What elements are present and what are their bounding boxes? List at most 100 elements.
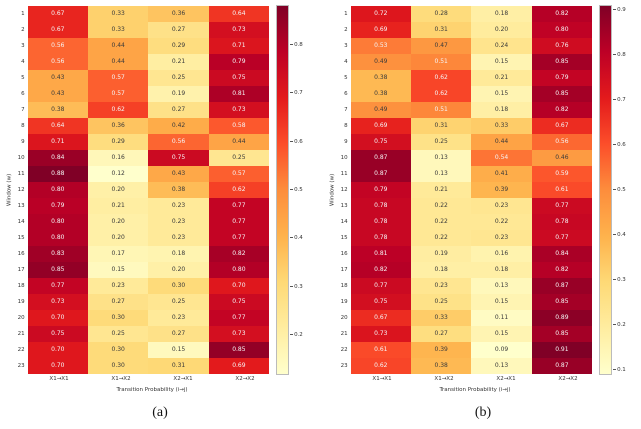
- heatmap-cell: 0.24: [471, 38, 532, 54]
- heatmap-cell: 0.18: [471, 102, 532, 118]
- heatmap-cell: 0.38: [350, 70, 411, 86]
- x-tick-label: X2→X1: [496, 376, 516, 382]
- heatmap-cell: 0.70: [27, 310, 88, 326]
- heatmap-cell: 0.23: [148, 310, 209, 326]
- y-tick-label: 5: [344, 75, 348, 81]
- y-tick-label: 21: [340, 331, 348, 337]
- heatmap-cell: 0.42: [148, 118, 209, 134]
- heatmap-cell: 0.23: [471, 198, 532, 214]
- heatmap-cell: 0.20: [88, 182, 149, 198]
- y-axis-label: Window (w): [329, 173, 336, 207]
- x-axis-label: Transition Probability (i→j): [116, 387, 188, 393]
- heatmap-cell: 0.27: [148, 22, 209, 38]
- y-tick-label: 17: [17, 267, 25, 273]
- x-tick-labels: X1→X1 X1→X2 X2→X1 X2→X2: [28, 376, 276, 385]
- heatmap-cell: 0.56: [27, 38, 88, 54]
- y-tick-label: 5: [21, 75, 25, 81]
- heatmap-cell: 0.15: [471, 294, 532, 310]
- heatmap-cell: 0.81: [350, 246, 411, 262]
- x-tick-label: X2→X2: [558, 376, 578, 382]
- heatmap-cell: 0.25: [148, 294, 209, 310]
- heatmap-cell: 0.15: [471, 54, 532, 70]
- colorbar-tick-label: 0.9: [613, 7, 626, 13]
- heatmap-cell: 0.76: [531, 38, 593, 54]
- heatmap-cell: 0.18: [411, 262, 472, 278]
- heatmap-cell: 0.77: [531, 230, 593, 246]
- heatmap-cell: 0.51: [411, 102, 472, 118]
- heatmap-cell: 0.33: [88, 6, 149, 22]
- heatmap-cell: 0.75: [27, 326, 88, 342]
- colorbar-tick-label: 0.2: [290, 332, 303, 338]
- heatmap-cell: 0.16: [88, 150, 149, 166]
- y-tick-label: 22: [340, 347, 348, 353]
- heatmap-cell: 0.30: [88, 342, 149, 358]
- heatmap-cell: 0.25: [411, 294, 472, 310]
- heatmap-cell: 0.67: [27, 6, 88, 22]
- heatmap-cell: 0.15: [471, 86, 532, 102]
- heatmap-cell: 0.64: [208, 6, 270, 22]
- heatmap-cell: 0.77: [208, 310, 270, 326]
- colorbar-tick-label: 0.8: [290, 42, 303, 48]
- heatmap-cell: 0.18: [471, 6, 532, 22]
- heatmap-panel-b: Window (w) 1 2 3 4 5 6 7 8 9 10 11 12 13 14 15 16 17 18 19…: [327, 5, 639, 421]
- colorbar: 0.8 0.7 0.6 0.5 0.4 0.3 0.2: [276, 5, 316, 375]
- heatmap-cell: 0.54: [471, 150, 532, 166]
- y-tick-label: 1: [21, 11, 25, 17]
- y-tick-label: 22: [17, 347, 25, 353]
- heatmap-cell: 0.43: [27, 86, 88, 102]
- heatmap-cell: 0.23: [148, 214, 209, 230]
- y-tick-label: 14: [340, 219, 348, 225]
- heatmap-cell: 0.85: [27, 262, 88, 278]
- heatmap-cell: 0.87: [531, 358, 593, 374]
- heatmap-cell: 0.25: [208, 150, 270, 166]
- heatmap-cell: 0.22: [411, 214, 472, 230]
- heatmap-cell: 0.80: [27, 214, 88, 230]
- heatmap-cell: 0.27: [88, 294, 149, 310]
- heatmap-cell: 0.69: [208, 358, 270, 374]
- heatmap-cell: 0.61: [531, 182, 593, 198]
- x-tick-label: X2→X2: [235, 376, 255, 382]
- heatmap-cell: 0.36: [148, 6, 209, 22]
- heatmap-cell: 0.56: [531, 134, 593, 150]
- heatmap-cell: 0.09: [471, 342, 532, 358]
- x-tick-labels: X1→X1 X1→X2 X2→X1 X2→X2: [351, 376, 599, 385]
- y-tick-label: 23: [17, 363, 25, 369]
- heatmap-cell: 0.31: [411, 118, 472, 134]
- y-tick-label: 16: [17, 251, 25, 257]
- colorbar-tick-label: 0.6: [290, 139, 303, 145]
- heatmap-grid: 0.72 0.28 0.18 0.82 0.69 0.31 0.20 0.80 0.53 0.47…: [350, 6, 593, 374]
- y-tick-label: 8: [21, 123, 25, 129]
- heatmap-cell: 0.69: [350, 118, 411, 134]
- y-tick-label: 2: [344, 27, 348, 33]
- heatmap-cell: 0.62: [411, 70, 472, 86]
- heatmap-cell: 0.23: [411, 278, 472, 294]
- heatmap-cell: 0.78: [350, 198, 411, 214]
- y-tick-label: 13: [340, 203, 348, 209]
- heatmap-cell: 0.30: [88, 358, 149, 374]
- heatmap-cell: 0.57: [88, 86, 149, 102]
- heatmap-cell: 0.56: [148, 134, 209, 150]
- heatmap-cell: 0.87: [350, 150, 411, 166]
- heatmap-cell: 0.43: [27, 70, 88, 86]
- y-tick-label: 20: [17, 315, 25, 321]
- heatmap-cell: 0.75: [350, 294, 411, 310]
- plot-area-b: Window (w) 1 2 3 4 5 6 7 8 9 10 11 12 13 14 15 16 17 18 19…: [327, 5, 639, 375]
- y-tick-label: 6: [21, 91, 25, 97]
- heatmap-cell: 0.71: [27, 134, 88, 150]
- y-tick-label: 11: [340, 171, 348, 177]
- heatmap-cell: 0.78: [531, 214, 593, 230]
- heatmap-cell: 0.61: [350, 342, 411, 358]
- y-tick-label: 9: [21, 139, 25, 145]
- y-tick-label: 19: [17, 299, 25, 305]
- x-tick-label: X1→X2: [434, 376, 454, 382]
- heatmap-cell: 0.17: [88, 246, 149, 262]
- y-tick-label: 10: [17, 155, 25, 161]
- heatmap-cell: 0.27: [148, 102, 209, 118]
- heatmap-cell: 0.77: [531, 198, 593, 214]
- y-tick-label: 6: [344, 91, 348, 97]
- colorbar-tick-label: 0.4: [613, 232, 626, 238]
- heatmap-cell: 0.67: [27, 22, 88, 38]
- heatmap-cell: 0.80: [531, 22, 593, 38]
- heatmap-cell: 0.12: [88, 166, 149, 182]
